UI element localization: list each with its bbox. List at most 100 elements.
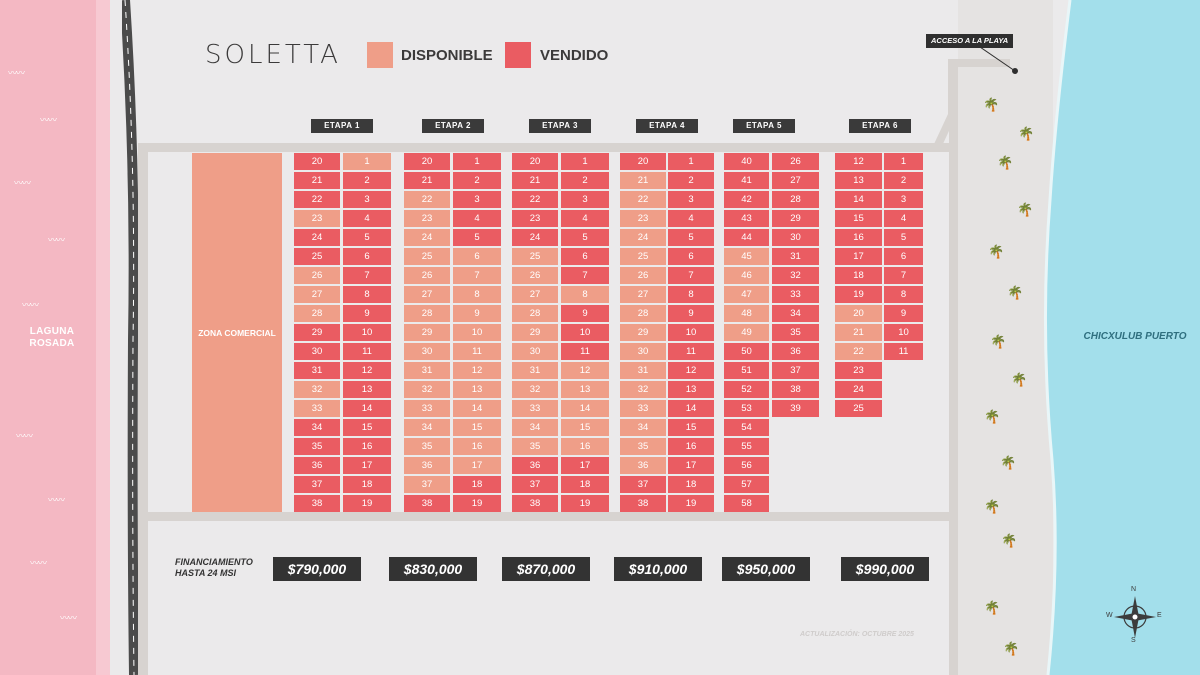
stage-2-price[interactable]: $830,000: [389, 557, 477, 581]
lot-17-sold[interactable]: 17: [835, 248, 882, 265]
lot-36-sold[interactable]: 36: [512, 457, 558, 474]
lot-34-available[interactable]: 34: [512, 419, 558, 436]
lot-5-sold[interactable]: 5: [668, 229, 714, 246]
lot-5-sold[interactable]: 5: [884, 229, 923, 246]
lot-11-sold[interactable]: 11: [343, 343, 391, 360]
lot-51-sold[interactable]: 51: [724, 362, 769, 379]
lot-32-available[interactable]: 32: [294, 381, 340, 398]
lot-19-sold[interactable]: 19: [453, 495, 501, 512]
stage-3-price[interactable]: $870,000: [502, 557, 590, 581]
lot-38-sold[interactable]: 38: [772, 381, 819, 398]
lot-30-sold[interactable]: 30: [772, 229, 819, 246]
lot-20-available[interactable]: 20: [835, 305, 882, 322]
lot-24-available[interactable]: 24: [620, 229, 666, 246]
lot-13-available[interactable]: 13: [453, 381, 501, 398]
lot-27-available[interactable]: 27: [512, 286, 558, 303]
lot-37-sold[interactable]: 37: [620, 476, 666, 493]
lot-28-available[interactable]: 28: [620, 305, 666, 322]
lot-10-available[interactable]: 10: [453, 324, 501, 341]
lot-30-available[interactable]: 30: [620, 343, 666, 360]
lot-26-available[interactable]: 26: [294, 267, 340, 284]
lot-33-available[interactable]: 33: [620, 400, 666, 417]
lot-10-sold[interactable]: 10: [343, 324, 391, 341]
lot-4-sold[interactable]: 4: [561, 210, 609, 227]
lot-38-sold[interactable]: 38: [512, 495, 558, 512]
lot-14-sold[interactable]: 14: [668, 400, 714, 417]
lot-22-available[interactable]: 22: [620, 191, 666, 208]
lot-18-sold[interactable]: 18: [561, 476, 609, 493]
lot-1-sold[interactable]: 1: [561, 153, 609, 170]
lot-33-available[interactable]: 33: [404, 400, 450, 417]
lot-21-sold[interactable]: 21: [512, 172, 558, 189]
lot-14-sold[interactable]: 14: [835, 191, 882, 208]
lot-37-sold[interactable]: 37: [294, 476, 340, 493]
lot-14-available[interactable]: 14: [561, 400, 609, 417]
lot-16-sold[interactable]: 16: [835, 229, 882, 246]
lot-12-available[interactable]: 12: [453, 362, 501, 379]
lot-27-available[interactable]: 27: [294, 286, 340, 303]
commercial-zone[interactable]: [192, 153, 282, 512]
lot-28-available[interactable]: 28: [512, 305, 558, 322]
lot-23-sold[interactable]: 23: [512, 210, 558, 227]
lot-31-sold[interactable]: 31: [772, 248, 819, 265]
lot-57-sold[interactable]: 57: [724, 476, 769, 493]
lot-32-available[interactable]: 32: [512, 381, 558, 398]
lot-31-available[interactable]: 31: [512, 362, 558, 379]
lot-24-available[interactable]: 24: [404, 229, 450, 246]
stage-1-price[interactable]: $790,000: [273, 557, 361, 581]
lot-2-sold[interactable]: 2: [561, 172, 609, 189]
lot-32-available[interactable]: 32: [404, 381, 450, 398]
stage-5-price[interactable]: $950,000: [722, 557, 810, 581]
lot-34-available[interactable]: 34: [404, 419, 450, 436]
lot-20-sold[interactable]: 20: [294, 153, 340, 170]
lot-22-available[interactable]: 22: [404, 191, 450, 208]
lot-3-sold[interactable]: 3: [884, 191, 923, 208]
lot-15-sold[interactable]: 15: [835, 210, 882, 227]
lot-10-sold[interactable]: 10: [668, 324, 714, 341]
lot-23-available[interactable]: 23: [404, 210, 450, 227]
lot-12-available[interactable]: 12: [561, 362, 609, 379]
lot-35-sold[interactable]: 35: [772, 324, 819, 341]
lot-27-available[interactable]: 27: [620, 286, 666, 303]
lot-6-sold[interactable]: 6: [561, 248, 609, 265]
stage-6-price[interactable]: $990,000: [841, 557, 929, 581]
lot-30-available[interactable]: 30: [512, 343, 558, 360]
lot-19-sold[interactable]: 19: [561, 495, 609, 512]
lot-12-sold[interactable]: 12: [668, 362, 714, 379]
lot-15-sold[interactable]: 15: [343, 419, 391, 436]
lot-9-available[interactable]: 9: [453, 305, 501, 322]
lot-28-available[interactable]: 28: [404, 305, 450, 322]
lot-32-sold[interactable]: 32: [772, 267, 819, 284]
lot-35-available[interactable]: 35: [512, 438, 558, 455]
lot-20-sold[interactable]: 20: [620, 153, 666, 170]
lot-20-sold[interactable]: 20: [404, 153, 450, 170]
lot-2-sold[interactable]: 2: [668, 172, 714, 189]
lot-11-sold[interactable]: 11: [668, 343, 714, 360]
lot-52-sold[interactable]: 52: [724, 381, 769, 398]
lot-9-sold[interactable]: 9: [668, 305, 714, 322]
lot-11-available[interactable]: 11: [453, 343, 501, 360]
lot-38-sold[interactable]: 38: [294, 495, 340, 512]
lot-29-sold[interactable]: 29: [772, 210, 819, 227]
lot-35-available[interactable]: 35: [404, 438, 450, 455]
lot-33-sold[interactable]: 33: [772, 286, 819, 303]
lot-22-sold[interactable]: 22: [294, 191, 340, 208]
lot-28-available[interactable]: 28: [294, 305, 340, 322]
lot-9-sold[interactable]: 9: [343, 305, 391, 322]
lot-21-sold[interactable]: 21: [404, 172, 450, 189]
lot-29-available[interactable]: 29: [404, 324, 450, 341]
lot-8-available[interactable]: 8: [453, 286, 501, 303]
lot-4-sold[interactable]: 4: [884, 210, 923, 227]
lot-18-sold[interactable]: 18: [343, 476, 391, 493]
stage-4-price[interactable]: $910,000: [614, 557, 702, 581]
lot-15-sold[interactable]: 15: [668, 419, 714, 436]
lot-16-sold[interactable]: 16: [343, 438, 391, 455]
lot-13-sold[interactable]: 13: [668, 381, 714, 398]
lot-17-available[interactable]: 17: [453, 457, 501, 474]
lot-26-available[interactable]: 26: [512, 267, 558, 284]
lot-37-available[interactable]: 37: [404, 476, 450, 493]
lot-17-sold[interactable]: 17: [561, 457, 609, 474]
lot-6-available[interactable]: 6: [453, 248, 501, 265]
lot-11-sold[interactable]: 11: [561, 343, 609, 360]
lot-50-sold[interactable]: 50: [724, 343, 769, 360]
